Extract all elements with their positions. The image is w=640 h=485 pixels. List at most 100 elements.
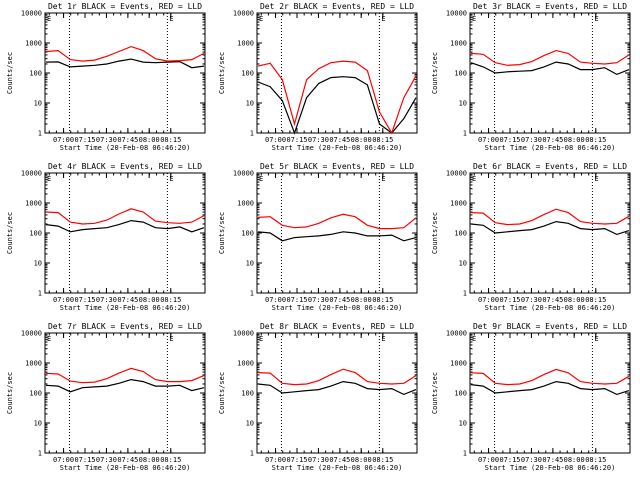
corner-label-left: E xyxy=(472,15,476,23)
y-tick-label: 100 xyxy=(241,390,254,398)
corner-label-left: E xyxy=(47,15,51,23)
y-tick-label: 10 xyxy=(34,100,42,108)
y-tick-label: 100 xyxy=(29,230,42,238)
y-tick-label: 100 xyxy=(29,390,42,398)
chart-panel-7: Det 7r BLACK = Events, RED = LLD 1 10 100 10… xyxy=(6,322,206,472)
x-tick-label: 08:00 xyxy=(139,456,160,464)
corner-label-left: E xyxy=(47,335,51,343)
corner-label-right: E xyxy=(381,335,385,343)
x-tick-label: 07:15 xyxy=(286,136,307,144)
y-tick-label: 10000 xyxy=(233,170,254,178)
corner-label-right: E xyxy=(169,335,173,343)
y-tick-label: 100 xyxy=(241,70,254,78)
chart-title: Det 1r BLACK = Events, RED = LLD xyxy=(48,2,202,11)
x-tick-label: 07:30 xyxy=(521,296,542,304)
y-tick-label: 1000 xyxy=(25,200,42,208)
x-tick-label: 08:15 xyxy=(585,136,606,144)
chart-panel-6: Det 6r BLACK = Events, RED = LLD 1 10 100 10… xyxy=(431,162,631,312)
chart-panel-5: Det 5r BLACK = Events, RED = LLD 1 10 100 10… xyxy=(218,162,418,312)
x-tick-label: 08:15 xyxy=(372,136,393,144)
chart-title: Det 3r BLACK = Events, RED = LLD xyxy=(473,2,627,11)
corner-label-right: E xyxy=(594,175,598,183)
x-tick-label: 08:00 xyxy=(351,136,372,144)
x-tick-label: 08:15 xyxy=(160,296,181,304)
x-axis-label: Start Time (20-Feb-08 06:46:20) xyxy=(485,304,616,312)
chart-title: Det 9r BLACK = Events, RED = LLD xyxy=(473,322,627,331)
events-series-line xyxy=(257,380,417,396)
y-tick-label: 1000 xyxy=(25,360,42,368)
x-axis-label: Start Time (20-Feb-08 06:46:20) xyxy=(272,304,403,312)
corner-label-left: E xyxy=(472,335,476,343)
x-tick-label: 07:00 xyxy=(265,136,286,144)
y-tick-label: 10 xyxy=(459,100,467,108)
corner-label-left: E xyxy=(259,175,263,183)
y-tick-label: 100 xyxy=(454,230,467,238)
x-tick-label: 07:30 xyxy=(308,136,329,144)
x-tick-label: 07:15 xyxy=(499,456,520,464)
events-series-line xyxy=(257,231,417,242)
x-tick-label: 07:45 xyxy=(542,296,563,304)
x-axis-label: Start Time (20-Feb-08 06:46:20) xyxy=(485,464,616,472)
x-tick-label: 07:15 xyxy=(286,456,307,464)
lld-series-line xyxy=(45,45,205,62)
x-axis-label: Start Time (20-Feb-08 06:46:20) xyxy=(272,464,403,472)
x-tick-label: 07:15 xyxy=(499,136,520,144)
chart-title: Det 7r BLACK = Events, RED = LLD xyxy=(48,322,202,331)
y-tick-label: 1 xyxy=(250,130,254,138)
y-axis-label: Counts/sec xyxy=(218,372,226,414)
corner-label-left: E xyxy=(259,15,263,23)
x-tick-label: 07:00 xyxy=(478,136,499,144)
x-tick-label: 08:00 xyxy=(564,296,585,304)
y-axis-label: Counts/sec xyxy=(431,372,439,414)
x-tick-label: 08:15 xyxy=(160,136,181,144)
x-tick-label: 07:30 xyxy=(521,136,542,144)
y-tick-label: 10 xyxy=(246,420,254,428)
x-tick-label: 07:45 xyxy=(329,456,350,464)
y-tick-label: 10 xyxy=(246,260,254,268)
x-tick-label: 07:45 xyxy=(117,136,138,144)
x-tick-label: 08:15 xyxy=(585,456,606,464)
y-tick-label: 1000 xyxy=(450,360,467,368)
x-tick-label: 07:15 xyxy=(74,136,95,144)
x-tick-label: 07:30 xyxy=(308,296,329,304)
x-tick-label: 07:30 xyxy=(96,456,117,464)
y-tick-label: 10 xyxy=(34,420,42,428)
y-axis-label: Counts/sec xyxy=(218,212,226,254)
y-tick-label: 10 xyxy=(459,420,467,428)
y-axis-label: Counts/sec xyxy=(218,52,226,94)
x-tick-label: 07:15 xyxy=(74,296,95,304)
events-series-line xyxy=(45,58,205,69)
y-tick-label: 10000 xyxy=(446,10,467,18)
x-tick-label: 07:00 xyxy=(53,456,74,464)
events-series-line xyxy=(257,76,417,135)
chart-panel-1: Det 1r BLACK = Events, RED = LLD 1 10 100 10… xyxy=(6,2,206,152)
chart-title: Det 2r BLACK = Events, RED = LLD xyxy=(260,2,414,11)
y-tick-label: 100 xyxy=(29,70,42,78)
chart-panel-9: Det 9r BLACK = Events, RED = LLD 1 10 100 10… xyxy=(431,322,631,472)
corner-label-left: E xyxy=(259,335,263,343)
corner-label-right: E xyxy=(381,15,385,23)
x-tick-label: 07:00 xyxy=(478,296,499,304)
y-axis-label: Counts/sec xyxy=(6,212,14,254)
x-tick-label: 07:45 xyxy=(329,136,350,144)
y-tick-label: 1 xyxy=(38,450,42,458)
x-tick-label: 08:00 xyxy=(564,456,585,464)
y-axis-label: Counts/sec xyxy=(6,52,14,94)
chart-title: Det 8r BLACK = Events, RED = LLD xyxy=(260,322,414,331)
y-tick-label: 10000 xyxy=(446,170,467,178)
chart-panel-2: Det 2r BLACK = Events, RED = LLD 1 10 100 10… xyxy=(218,2,418,152)
corner-label-right: E xyxy=(594,15,598,23)
x-tick-label: 08:15 xyxy=(160,456,181,464)
chart-panel-4: Det 4r BLACK = Events, RED = LLD 1 10 100 10… xyxy=(6,162,206,312)
x-axis-label: Start Time (20-Feb-08 06:46:20) xyxy=(60,304,191,312)
chart-title: Det 6r BLACK = Events, RED = LLD xyxy=(473,162,627,171)
x-tick-label: 08:00 xyxy=(351,456,372,464)
y-tick-label: 1 xyxy=(463,130,467,138)
x-tick-label: 07:00 xyxy=(53,296,74,304)
y-tick-label: 10000 xyxy=(21,330,42,338)
corner-label-right: E xyxy=(169,15,173,23)
y-tick-label: 1 xyxy=(463,290,467,298)
y-axis-label: Counts/sec xyxy=(431,212,439,254)
x-axis-label: Start Time (20-Feb-08 06:46:20) xyxy=(60,464,191,472)
